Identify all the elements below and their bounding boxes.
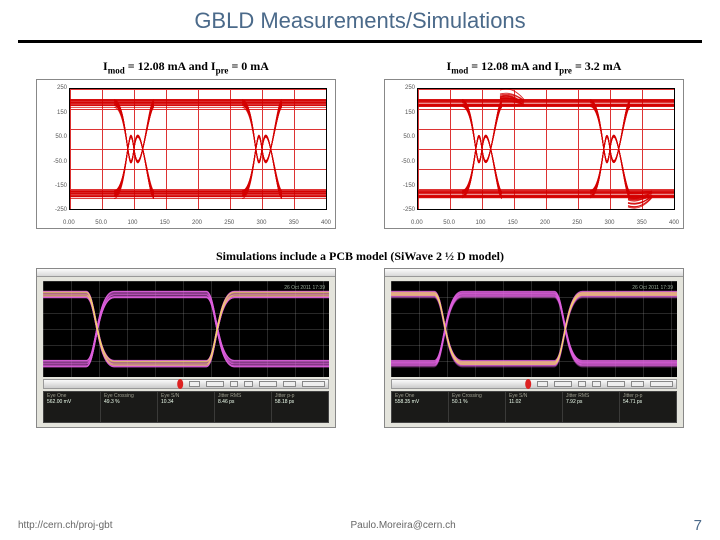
label-right-imod: 12.08 mA [481,59,529,73]
labels-row: Imod = 12.08 mA and Ipre = 0 mA Imod = 1… [0,59,720,75]
sim-eye-left: 25015050.0-50.0-150-2500.0050.0100150200… [36,79,336,229]
slide-title: GBLD Measurements/Simulations [0,0,720,40]
sim-eye-right: 25015050.0-50.0-150-2500.0050.0100150200… [384,79,684,229]
scope-row: 26 Oct 2011 17:39 Eye One562.00 mVEye Cr… [0,268,720,428]
scope-eye-left: 26 Oct 2011 17:39 Eye One562.00 mVEye Cr… [36,268,336,428]
sim-caption: Simulations include a PCB model (SiWave … [0,249,720,264]
footer-url: http://cern.ch/proj-gbt [18,520,113,531]
label-left-imod: 12.08 mA [138,59,186,73]
footer: http://cern.ch/proj-gbt Paulo.Moreira@ce… [0,517,720,534]
scope-menubar [37,269,335,277]
scope-menubar [385,269,683,277]
scope-readout: Eye One558.35 mVEye Crossing50.1 %Eye S/… [391,391,677,423]
sim-row: 25015050.0-50.0-150-2500.0050.0100150200… [0,79,720,229]
scope-eye-right: 26 Oct 2011 17:39 Eye One558.35 mVEye Cr… [384,268,684,428]
label-left: Imod = 12.08 mA and Ipre = 0 mA [36,59,336,75]
scope-readout: Eye One562.00 mVEye Crossing49.3 %Eye S/… [43,391,329,423]
slide-number: 7 [694,517,702,534]
scope-plot-area: 26 Oct 2011 17:39 [43,281,329,377]
svg-text:26 Oct 2011 17:39: 26 Oct 2011 17:39 [632,285,673,291]
svg-text:26 Oct 2011 17:39: 26 Oct 2011 17:39 [284,285,325,291]
slide-root: GBLD Measurements/Simulations Imod = 12.… [0,0,720,540]
label-right-ipre: 3.2 mA [585,59,622,73]
scope-toolbar [391,379,677,389]
scope-plot-area: 26 Oct 2011 17:39 [391,281,677,377]
label-left-ipre: 0 mA [241,59,269,73]
title-rule [18,40,702,43]
footer-email: Paulo.Moreira@cern.ch [350,520,455,531]
label-right: Imod = 12.08 mA and Ipre = 3.2 mA [384,59,684,75]
scope-toolbar [43,379,329,389]
